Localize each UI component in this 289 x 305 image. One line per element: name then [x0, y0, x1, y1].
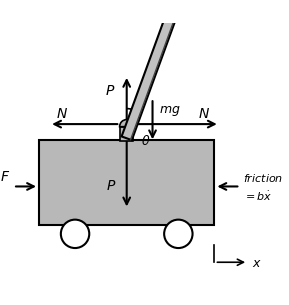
Bar: [39, 140, 214, 225]
Text: $P$: $P$: [105, 84, 115, 98]
Text: $F$: $F$: [0, 170, 10, 184]
Text: $P$: $P$: [106, 179, 116, 193]
Circle shape: [61, 220, 89, 248]
Text: $N$: $N$: [56, 107, 68, 121]
Text: $friction$: $friction$: [243, 172, 283, 184]
Wedge shape: [120, 120, 134, 127]
Text: $= b\dot{x}$: $= b\dot{x}$: [243, 190, 272, 203]
Bar: [120, 127, 133, 141]
Text: $x$: $x$: [252, 257, 262, 270]
Text: $N$: $N$: [198, 107, 210, 121]
Circle shape: [164, 220, 192, 248]
Polygon shape: [122, 0, 183, 140]
Text: $\theta$: $\theta$: [141, 134, 151, 148]
Text: $mg$: $mg$: [159, 104, 181, 118]
Circle shape: [172, 0, 184, 4]
